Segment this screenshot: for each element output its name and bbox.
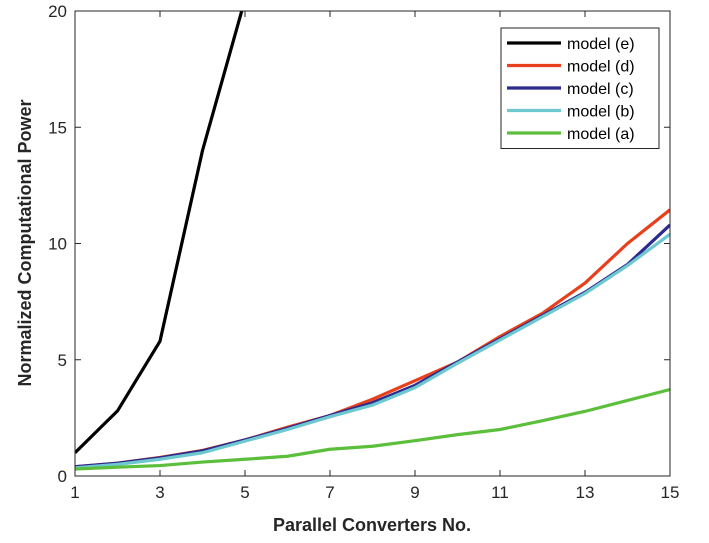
x-tick-label: 1: [70, 483, 79, 502]
y-tick-label: 10: [48, 235, 67, 254]
series-line-1: [75, 11, 244, 454]
y-tick-label: 15: [48, 118, 67, 137]
legend: model (e) model (d) model (c) model (b) mode…: [500, 27, 660, 149]
x-tick-label: 15: [661, 483, 680, 502]
series-line-4: [75, 232, 670, 470]
legend-label: model (c): [567, 81, 634, 98]
x-axis-title: Parallel Converters No.: [273, 515, 471, 535]
y-tick-label: 0: [58, 467, 67, 486]
x-tick-label: 13: [576, 483, 595, 502]
y-tick-label: 5: [58, 351, 67, 370]
x-tick-label: 9: [410, 483, 419, 502]
legend-label: model (b): [567, 104, 635, 121]
series-layer: [75, 11, 670, 471]
y-axis-title: Normalized Computational Power: [15, 99, 35, 386]
y-tick-label: 20: [48, 2, 67, 21]
legend-label: model (d): [567, 59, 635, 76]
x-tick-label: 11: [491, 483, 509, 502]
series-line-5: [75, 387, 670, 471]
x-tick-label: 3: [155, 483, 164, 502]
x-tick-label: 7: [325, 483, 334, 502]
legend-label: model (a): [567, 126, 635, 143]
x-tick-label: 5: [240, 483, 249, 502]
legend-label: model (e): [567, 36, 635, 53]
